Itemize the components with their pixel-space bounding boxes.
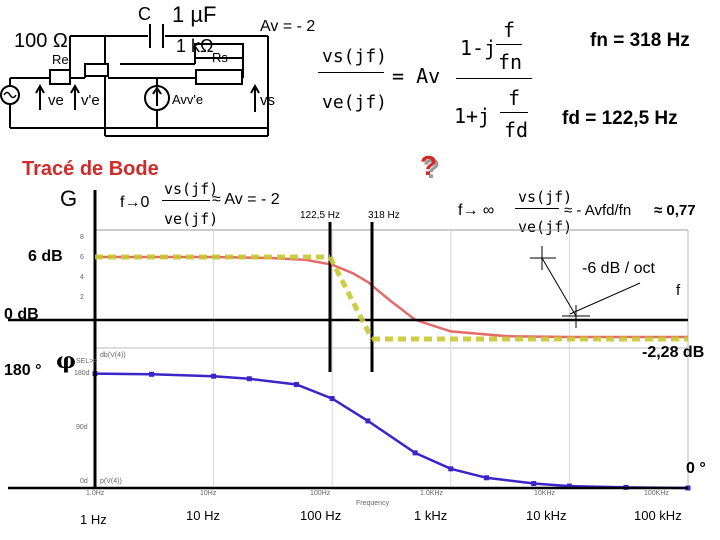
question-mark: ? (420, 150, 438, 181)
x-label-10khz: 10 kHz (526, 508, 567, 523)
vs-label: vs (260, 92, 275, 109)
high-freq-numerator: vs(jf) (518, 188, 573, 206)
fd-value: fd = 122,5 Hz (562, 108, 678, 129)
x-tick-3: 1.0KHz (420, 490, 443, 497)
x-label-100khz: 100 kHz (634, 508, 682, 523)
ve-prime-label: v'e (81, 92, 100, 109)
formula-equals-av: = Av (392, 64, 441, 88)
low-freq-numerator: vs(jf) (164, 180, 219, 198)
x-label-10hz: 10 Hz (186, 508, 220, 523)
mag-tick-3: 2 (80, 294, 84, 301)
phi-letter: φ (56, 348, 76, 374)
high-freq-denominator: ve(jf) (518, 218, 573, 236)
phase-tick-0: 180d (74, 370, 90, 377)
ve-label: ve (48, 92, 64, 109)
high-freq-limit: f→ ∞ (458, 202, 495, 219)
formula-lhs-fraction-bar (318, 72, 384, 73)
phase-point (566, 483, 572, 489)
x-axis-label: Frequency (356, 500, 390, 507)
level-0db: 0 dB (4, 306, 39, 323)
bode-title: Tracé de Bode (22, 158, 159, 180)
low-freq-fraction-bar (162, 200, 210, 201)
mag-legend: db(V(4)) (100, 352, 126, 359)
rs-label: Rs (212, 50, 228, 65)
mag-tick-1: 6 (80, 254, 84, 261)
mag-tick-2: 4 (80, 274, 84, 281)
formula-lhs-numerator: vs(jf) (322, 46, 388, 67)
phase-point (211, 373, 217, 379)
x-tick-1: 10Hz (200, 490, 217, 497)
phase-tick-1: 90d (76, 424, 88, 431)
level-minus-228db: -2,28 dB (642, 344, 705, 361)
mag-tick-0: 8 (80, 234, 84, 241)
phase-tick-2: 0d (80, 478, 88, 485)
formula-denominator-fd: fd (504, 118, 529, 142)
re-label: Re (52, 52, 69, 67)
phase-point (412, 450, 418, 456)
x-label-100hz: 100 Hz (300, 508, 342, 523)
input-resistor-value: 100 Ω (14, 30, 68, 52)
phase-legend: p(V(4)) (100, 478, 122, 485)
phase-point (246, 376, 252, 382)
phase-point (329, 396, 335, 402)
high-freq-approx: ≈ - Avfd/fn (564, 202, 632, 219)
level-0deg: 0 ° (686, 460, 706, 477)
level-180deg: 180 ° (4, 362, 42, 379)
phase-point (531, 481, 537, 487)
av-label: Av = - 2 (260, 18, 316, 35)
phase-point (293, 382, 299, 387)
x-tick-4: 10KHz (534, 490, 556, 497)
formula-denominator-f: f (508, 86, 521, 110)
av-source-label: Avv'e (172, 92, 204, 107)
x-tick-0: 1.0Hz (86, 490, 105, 497)
high-freq-value: ≈ 0,77 (654, 202, 696, 219)
sel-label: SEL>> (76, 358, 98, 365)
x-label-1khz: 1 kHz (414, 508, 448, 523)
formula-lhs-denominator: ve(jf) (322, 92, 388, 113)
formula-numerator-fn: fn (498, 50, 523, 74)
low-freq-approx: ≈ Av = - 2 (212, 191, 280, 208)
low-freq-limit: f→0 (120, 194, 150, 211)
mid-resistor-value: 1 kΩ (176, 36, 214, 56)
level-6db: 6 dB (28, 248, 63, 265)
fd-marker-label: 122,5 Hz (300, 210, 341, 221)
formula-denominator-left: 1+j (454, 104, 491, 128)
low-freq-denominator: ve(jf) (164, 210, 219, 228)
fn-value: fn = 318 Hz (590, 30, 690, 51)
phase-series-line (94, 372, 689, 490)
f-label: f (676, 282, 681, 299)
capacitor-value: 1 µF (172, 2, 217, 27)
fn-marker-label: 318 Hz (368, 210, 400, 221)
formula-numerator-left: 1-j (460, 36, 497, 60)
formula-numerator-bar (496, 44, 522, 45)
formula-denominator-bar (500, 112, 528, 113)
x-tick-2: 100Hz (310, 490, 331, 497)
phase-point (149, 371, 155, 377)
phase-point (448, 466, 454, 472)
phase-point (484, 475, 490, 481)
high-freq-fraction-bar (515, 208, 559, 209)
phase-point (365, 418, 371, 424)
x-label-1hz: 1 Hz (80, 512, 107, 527)
slope-label: -6 dB / oct (582, 260, 655, 277)
gain-letter: G (60, 186, 78, 211)
formula-numerator-f: f (503, 18, 516, 42)
capacitor-name: C (138, 4, 151, 24)
formula-main-fraction-bar (456, 78, 532, 79)
x-tick-5: 100KHz (644, 490, 669, 497)
